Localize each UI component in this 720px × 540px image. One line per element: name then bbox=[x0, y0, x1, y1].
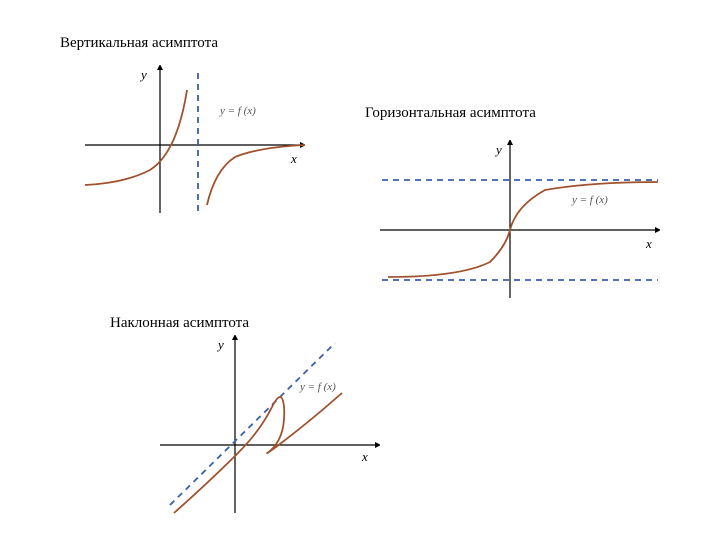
horizontal-title: Горизонтальная асимптота bbox=[365, 105, 536, 122]
vertical-svg bbox=[85, 65, 305, 215]
vertical-graph: y x y = f (x) bbox=[85, 65, 305, 215]
horizontal-graph: y x y = f (x) bbox=[380, 140, 660, 300]
oblique-svg bbox=[160, 335, 380, 515]
horizontal-svg bbox=[380, 140, 660, 300]
oblique-graph: y x y = f (x) bbox=[160, 335, 380, 515]
curve-left bbox=[85, 90, 187, 185]
curve bbox=[174, 393, 342, 513]
y-label: y bbox=[496, 142, 502, 158]
x-label: x bbox=[646, 236, 652, 252]
fx-label: y = f (x) bbox=[572, 194, 608, 206]
fx-label: y = f (x) bbox=[220, 105, 256, 117]
oblique-title: Наклонная асимптота bbox=[110, 315, 249, 332]
oblique-asymptote bbox=[170, 343, 335, 505]
x-label: x bbox=[291, 151, 297, 167]
fx-label: y = f (x) bbox=[300, 381, 336, 393]
vertical-title: Вертикальная асимптота bbox=[60, 35, 218, 52]
x-label: x bbox=[362, 449, 368, 465]
y-label: y bbox=[141, 67, 147, 83]
y-label: y bbox=[218, 337, 224, 353]
